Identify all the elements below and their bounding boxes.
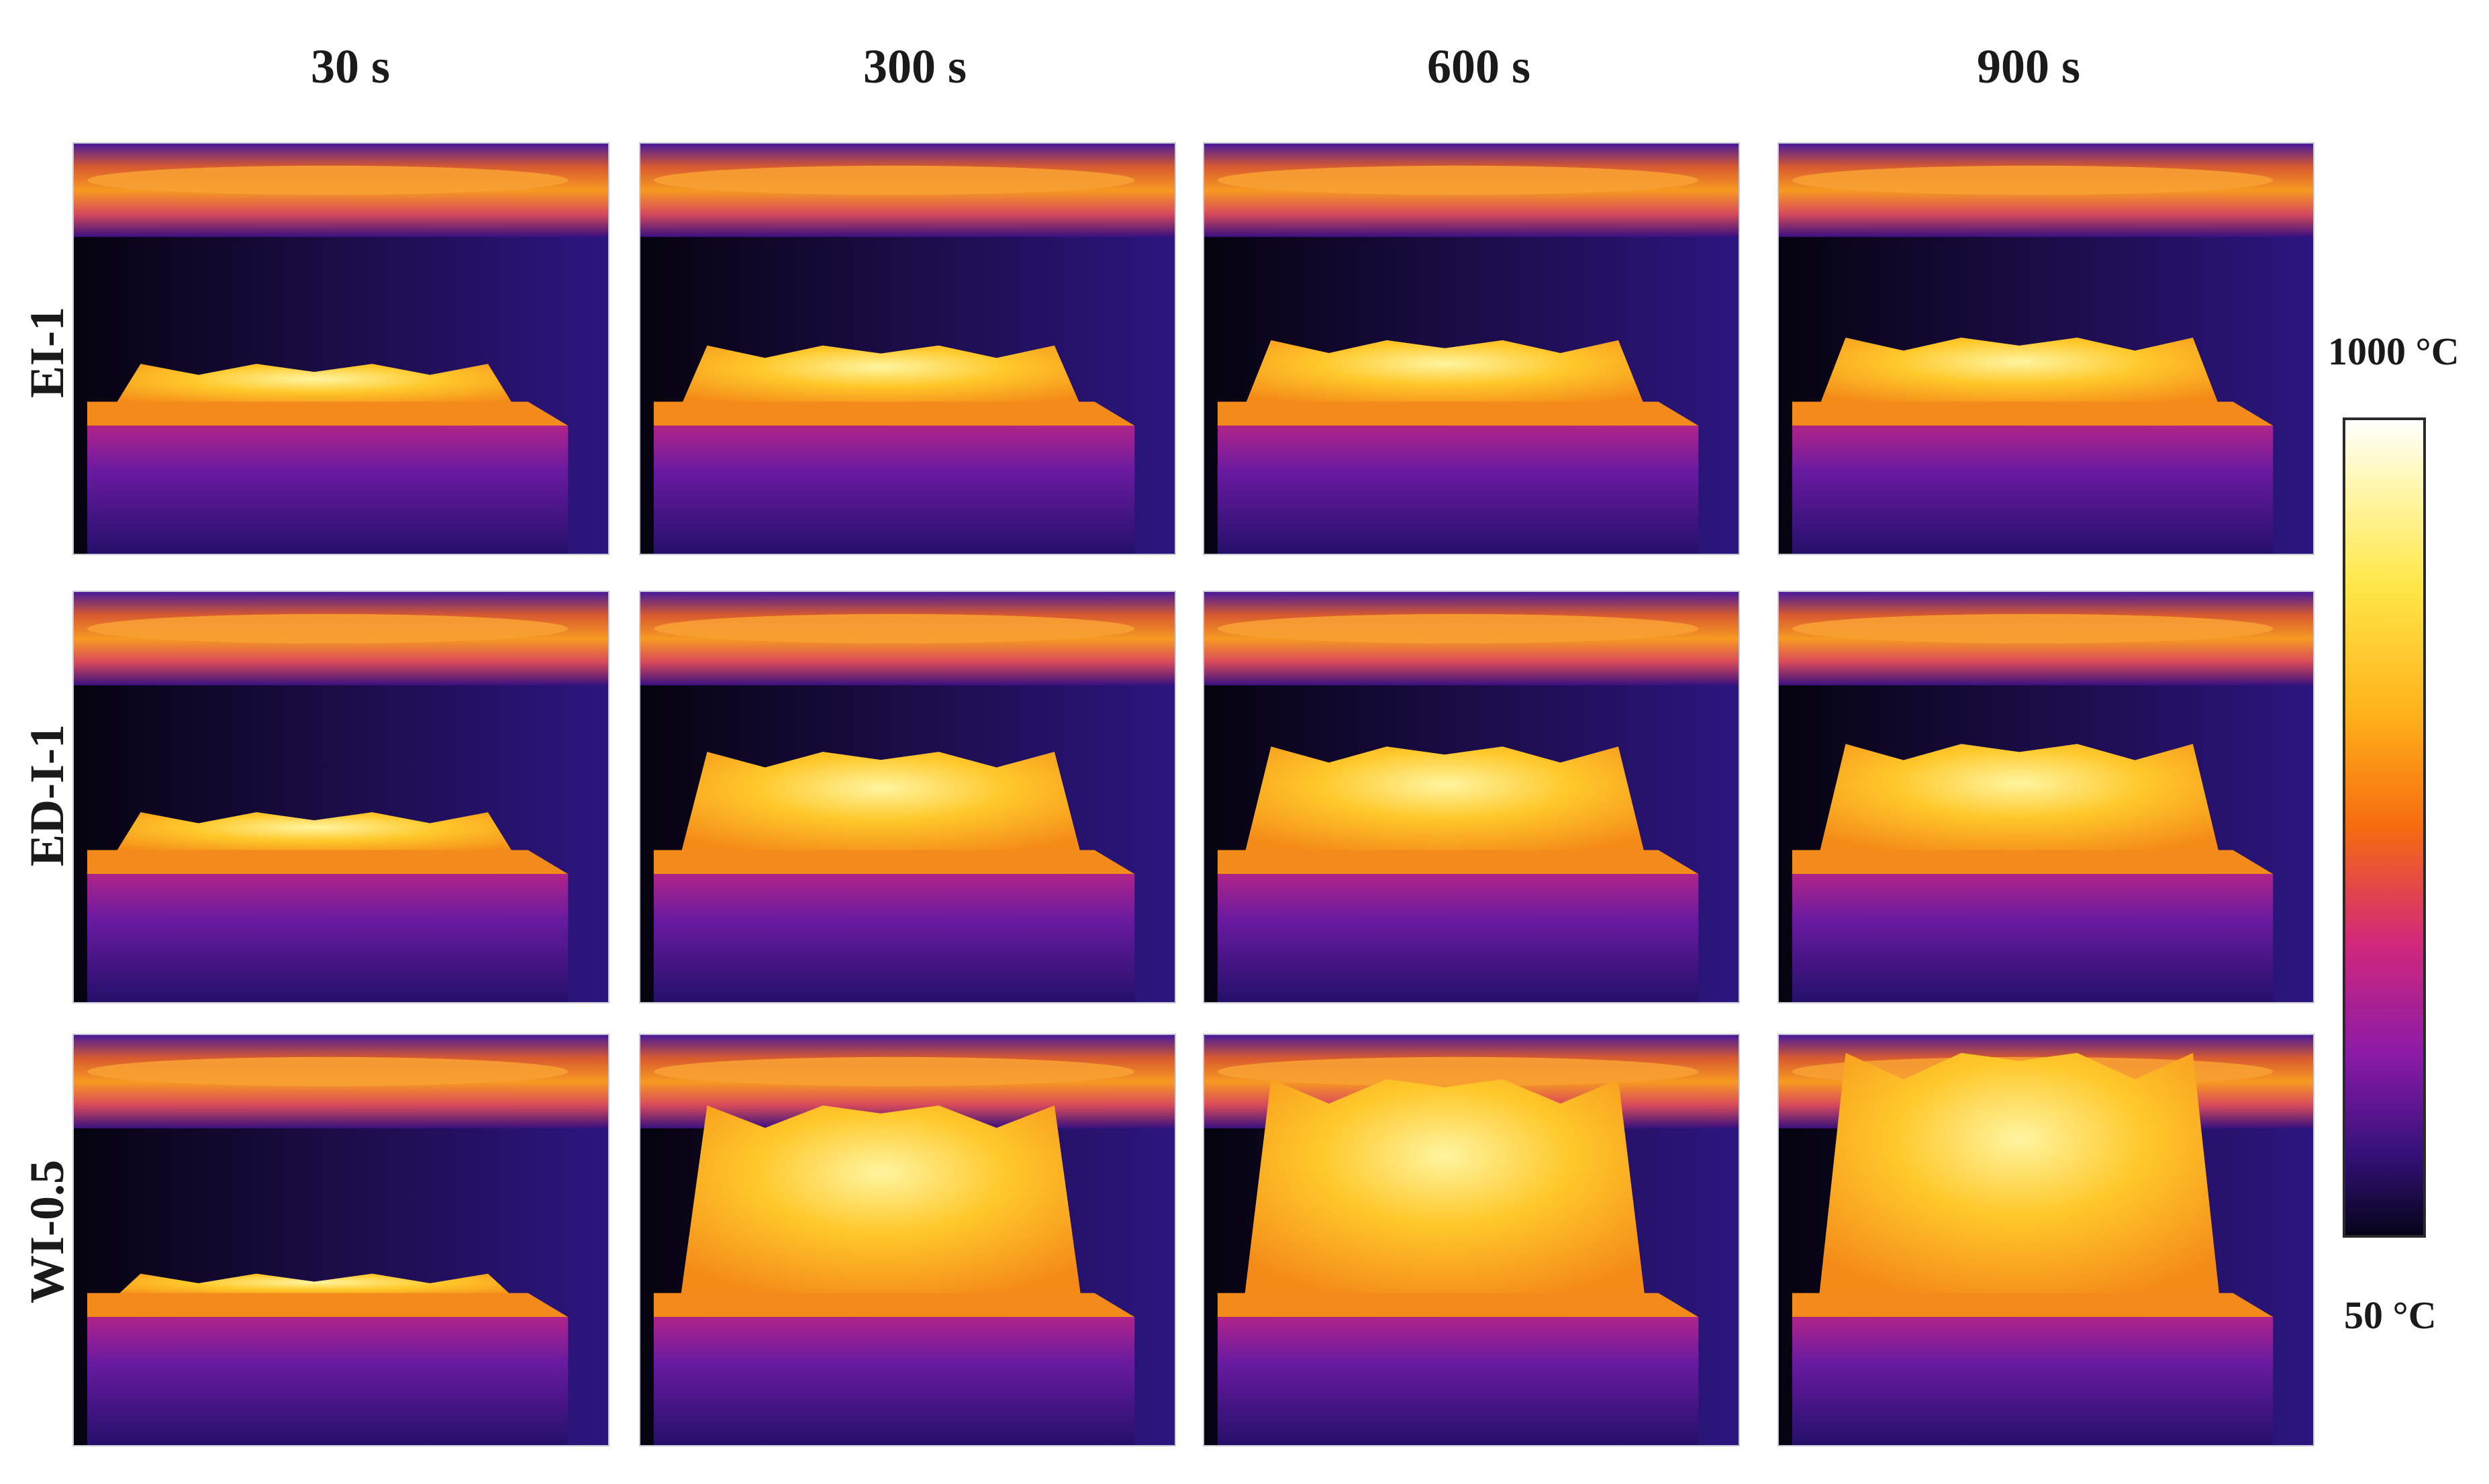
thermal-image-ed-i-1-300s [639,591,1176,1003]
thermal-image-ed-i-1-900s [1777,591,2314,1003]
thermal-image-ed-i-1-30s [72,591,609,1003]
thermal-image-ei-1-30s [72,142,609,555]
row-label-ei-1: EI-1 [20,306,74,399]
thermal-image-ed-i-1-600s [1203,591,1740,1003]
thermal-image-wi-0-5-30s [72,1034,609,1446]
row-label-ed-i-1: ED-I-1 [20,724,74,867]
thermal-image-wi-0-5-300s [639,1034,1176,1446]
row-label-wi-0-5: WI-0.5 [20,1160,74,1303]
thermal-image-wi-0-5-600s [1203,1034,1740,1446]
thermal-image-ei-1-300s [639,142,1176,555]
thermal-image-wi-0-5-900s [1777,1034,2314,1446]
thermal-image-ei-1-600s [1203,142,1740,555]
column-label-600s: 600 s [1426,40,1531,93]
column-label-900s: 900 s [1976,40,2081,93]
column-label-30s: 30 s [310,40,391,93]
temperature-color-scale [2343,417,2426,1238]
thermal-image-ei-1-900s [1777,142,2314,555]
column-label-300s: 300 s [863,40,967,93]
scale-max-label: 1000 °C [2328,330,2459,373]
scale-min-label: 50 °C [2344,1293,2437,1337]
